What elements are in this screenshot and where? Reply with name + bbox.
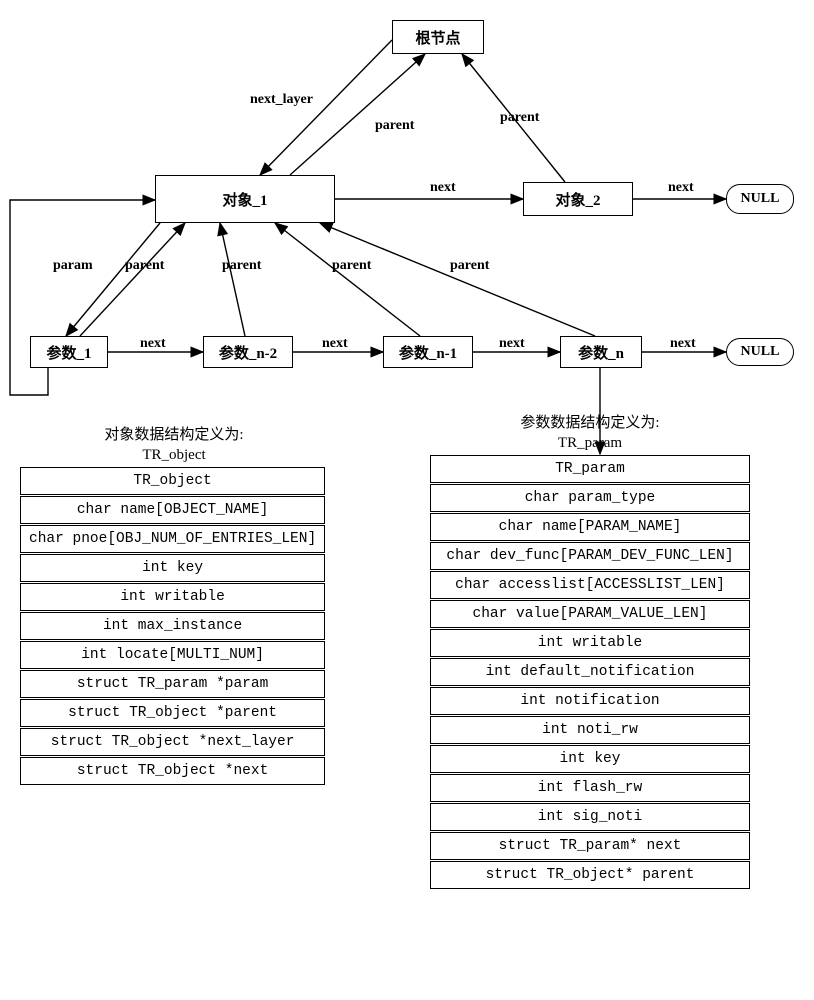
edge-label: parent: [375, 118, 414, 134]
struct-row: char dev_func[PARAM_DEV_FUNC_LEN]: [430, 542, 750, 570]
edge-label: parent: [450, 258, 489, 274]
root-node: 根节点: [392, 20, 484, 54]
edge-label: next: [430, 180, 456, 196]
null-node-1: NULL: [726, 184, 794, 214]
edge-label: next: [322, 336, 348, 352]
struct-row: int flash_rw: [430, 774, 750, 802]
struct-row: int sig_noti: [430, 803, 750, 831]
edge-label: next: [140, 336, 166, 352]
struct-row: struct TR_param* next: [430, 832, 750, 860]
edge-label: parent: [222, 258, 261, 274]
struct-row: int key: [20, 554, 325, 582]
struct-row: struct TR_object *parent: [20, 699, 325, 727]
tr-object-table: TR_objectchar name[OBJECT_NAME]char pnoe…: [20, 466, 325, 786]
tr-param-table: TR_paramchar param_typechar name[PARAM_N…: [430, 454, 750, 890]
edge-label: parent: [332, 258, 371, 274]
struct-row: int notification: [430, 687, 750, 715]
object-2-node: 对象_2: [523, 182, 633, 216]
edge-label: parent: [125, 258, 164, 274]
edge-label: next: [668, 180, 694, 196]
struct-row: int max_instance: [20, 612, 325, 640]
tr-object-caption: 对象数据结构定义为: TR_object: [84, 425, 264, 466]
struct-row: int writable: [430, 629, 750, 657]
param-1-node: 参数_1: [30, 336, 108, 368]
struct-row: int locate[MULTI_NUM]: [20, 641, 325, 669]
param-n1-node: 参数_n-1: [383, 336, 473, 368]
edge-label: param: [53, 258, 93, 274]
param-n-node: 参数_n: [560, 336, 642, 368]
edge-label: next: [499, 336, 525, 352]
struct-row: int key: [430, 745, 750, 773]
null-node-2: NULL: [726, 338, 794, 366]
tr-param-caption: 参数数据结构定义为: TR_param: [500, 413, 680, 454]
caption-line: TR_object: [142, 447, 205, 463]
param-n2-node: 参数_n-2: [203, 336, 293, 368]
edge-label: next: [670, 336, 696, 352]
struct-row: int writable: [20, 583, 325, 611]
struct-row: char pnoe[OBJ_NUM_OF_ENTRIES_LEN]: [20, 525, 325, 553]
caption-line: 参数数据结构定义为:: [520, 415, 659, 431]
struct-row: char name[PARAM_NAME]: [430, 513, 750, 541]
edge-label: parent: [500, 110, 539, 126]
struct-row: struct TR_param *param: [20, 670, 325, 698]
struct-row: struct TR_object *next_layer: [20, 728, 325, 756]
diagram-canvas: 根节点 对象_1 对象_2 NULL 参数_1 参数_n-2 参数_n-1 参数…: [0, 0, 814, 1000]
edge-label: next_layer: [250, 92, 313, 108]
struct-row: char name[OBJECT_NAME]: [20, 496, 325, 524]
struct-row: char accesslist[ACCESSLIST_LEN]: [430, 571, 750, 599]
struct-row: char param_type: [430, 484, 750, 512]
struct-row: int noti_rw: [430, 716, 750, 744]
struct-row: TR_object: [20, 467, 325, 495]
struct-row: struct TR_object* parent: [430, 861, 750, 889]
caption-line: TR_param: [558, 435, 622, 451]
struct-row: struct TR_object *next: [20, 757, 325, 785]
object-1-node: 对象_1: [155, 175, 335, 223]
struct-row: char value[PARAM_VALUE_LEN]: [430, 600, 750, 628]
struct-row: TR_param: [430, 455, 750, 483]
caption-line: 对象数据结构定义为:: [104, 427, 243, 443]
struct-row: int default_notification: [430, 658, 750, 686]
